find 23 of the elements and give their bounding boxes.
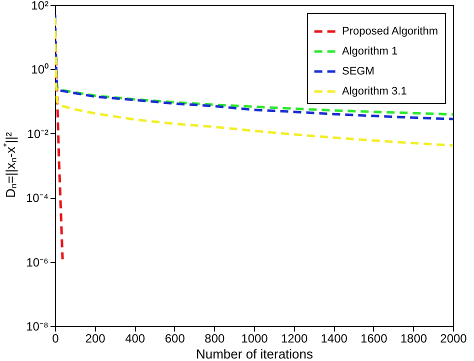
line-series [55,16,453,147]
x-tick-label: 400 [125,332,146,346]
x-tick-label: 0 [52,332,60,346]
x-tick-label: 200 [85,332,106,346]
x-tick-label: 1200 [280,332,308,346]
x-tick-label: 800 [204,332,226,346]
y-tick-label: 10⁻⁴ [26,191,48,206]
y-tick-label: 10⁻⁸ [26,320,48,334]
x-axis-title: Number of iterations [196,346,314,361]
x-tick-label: 1400 [320,332,348,346]
x-tick-label: 1000 [241,332,268,346]
x-tick-label: 2000 [440,332,468,346]
legend-label: Proposed Algorithm [342,26,438,38]
legend-label: Algorithm 3.1 [342,86,407,98]
x-tick-label: 1800 [400,332,428,346]
legend-label: SEGM [342,66,374,78]
legend-label: Algorithm 1 [342,46,398,58]
x-tick-label: 1600 [360,332,388,346]
y-tick-label: 10⁰ [31,62,48,77]
y-tick-label: 10⁻⁶ [26,255,49,270]
y-tick-label: 10⁻² [27,126,49,141]
y-tick-label: 10² [31,0,49,12]
x-tick-label: 600 [164,332,186,346]
